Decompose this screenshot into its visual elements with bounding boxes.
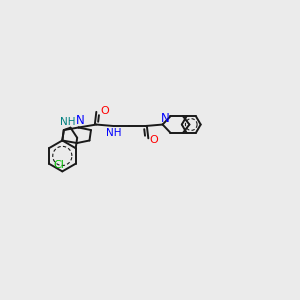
Text: N: N [76,115,84,128]
Text: O: O [101,106,110,116]
Text: O: O [150,135,159,145]
Text: NH: NH [106,128,121,139]
Text: Cl: Cl [53,160,64,170]
Text: N: N [161,112,170,125]
Text: NH: NH [60,117,76,127]
